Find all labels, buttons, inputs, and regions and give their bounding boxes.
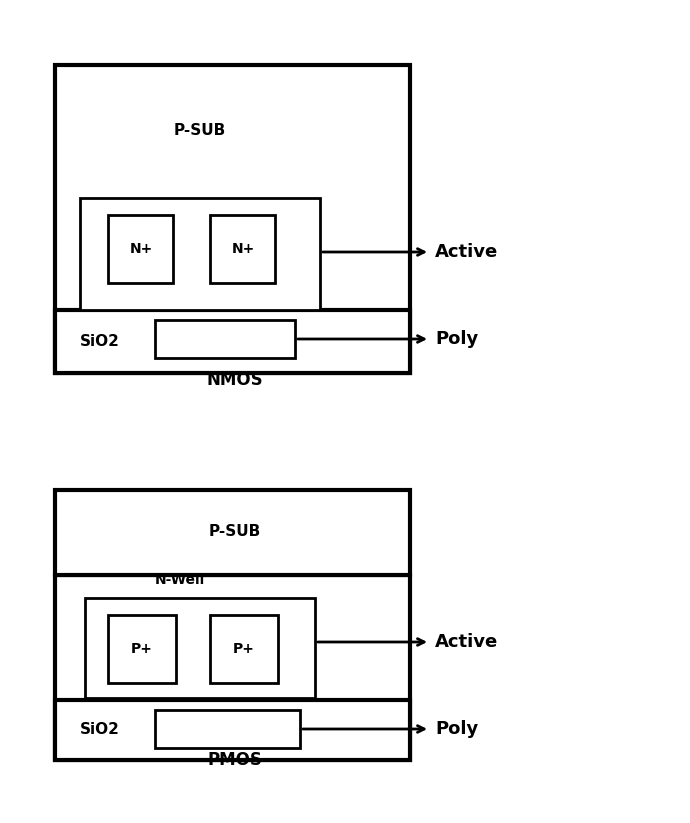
Text: N-Well: N-Well bbox=[155, 573, 205, 587]
Text: Poly: Poly bbox=[435, 330, 478, 348]
Bar bbox=[55, 700, 410, 760]
Text: P-SUB: P-SUB bbox=[209, 524, 261, 540]
Text: N+: N+ bbox=[130, 242, 152, 256]
Text: P-SUB: P-SUB bbox=[174, 123, 226, 137]
Text: SiO2: SiO2 bbox=[80, 723, 120, 737]
Text: Active: Active bbox=[435, 633, 498, 651]
Text: PMOS: PMOS bbox=[208, 751, 262, 769]
Text: NMOS: NMOS bbox=[207, 371, 264, 389]
Bar bbox=[210, 615, 278, 683]
Bar bbox=[55, 65, 410, 373]
Text: P+: P+ bbox=[131, 642, 153, 656]
Text: P+: P+ bbox=[233, 642, 255, 656]
Bar bbox=[155, 320, 295, 358]
Bar bbox=[80, 198, 320, 310]
Bar bbox=[210, 215, 275, 283]
Bar bbox=[85, 598, 315, 698]
Bar bbox=[55, 575, 410, 760]
Text: Poly: Poly bbox=[435, 720, 478, 738]
Bar bbox=[55, 310, 410, 373]
Bar bbox=[108, 215, 173, 283]
Bar bbox=[108, 615, 176, 683]
Text: Active: Active bbox=[435, 243, 498, 261]
Bar bbox=[55, 490, 410, 575]
Text: N+: N+ bbox=[231, 242, 255, 256]
Text: SiO2: SiO2 bbox=[80, 333, 120, 348]
Bar bbox=[155, 710, 300, 748]
